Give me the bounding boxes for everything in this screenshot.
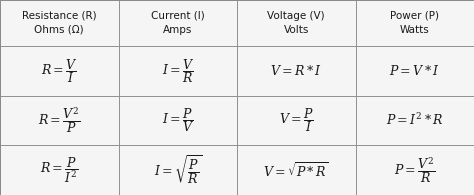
Bar [0, 46, 118, 96]
Text: $P = V * I$: $P = V * I$ [389, 64, 440, 78]
Text: $P = I^2 * R$: $P = I^2 * R$ [386, 113, 444, 128]
Text: Current (I)
Amps: Current (I) Amps [151, 11, 205, 35]
Text: $V = \dfrac{P}{I}$: $V = \dfrac{P}{I}$ [279, 106, 314, 134]
Bar [0, 145, 118, 195]
Bar [237, 96, 356, 145]
Bar [237, 145, 356, 195]
Bar [118, 46, 237, 96]
Bar [237, 46, 356, 96]
Bar [356, 46, 474, 96]
Text: $P = \dfrac{V^2}{R}$: $P = \dfrac{V^2}{R}$ [394, 155, 436, 185]
Bar [356, 145, 474, 195]
Bar [118, 145, 237, 195]
Text: $V = R * I$: $V = R * I$ [270, 64, 322, 78]
Text: $I = \dfrac{V}{R}$: $I = \dfrac{V}{R}$ [162, 57, 194, 85]
Text: Power (P)
Watts: Power (P) Watts [390, 11, 439, 35]
Text: $R = \dfrac{P}{I^2}$: $R = \dfrac{P}{I^2}$ [40, 155, 79, 185]
Bar [0, 0, 118, 46]
Bar [356, 96, 474, 145]
Text: $R = \dfrac{V}{I}$: $R = \dfrac{V}{I}$ [41, 57, 78, 85]
Bar [118, 96, 237, 145]
Bar [118, 0, 237, 46]
Bar [0, 96, 118, 145]
Text: $V = \sqrt{P * R}$: $V = \sqrt{P * R}$ [264, 161, 329, 180]
Text: Voltage (V)
Volts: Voltage (V) Volts [267, 11, 325, 35]
Text: Resistance (R)
Ohms (Ω): Resistance (R) Ohms (Ω) [22, 11, 97, 35]
Text: $I = \sqrt{\dfrac{P}{R}}$: $I = \sqrt{\dfrac{P}{R}}$ [154, 154, 202, 186]
Text: $I = \dfrac{P}{V}$: $I = \dfrac{P}{V}$ [162, 106, 194, 134]
Bar [356, 0, 474, 46]
Text: $R = \dfrac{V^2}{P}$: $R = \dfrac{V^2}{P}$ [38, 105, 81, 135]
Bar [237, 0, 356, 46]
